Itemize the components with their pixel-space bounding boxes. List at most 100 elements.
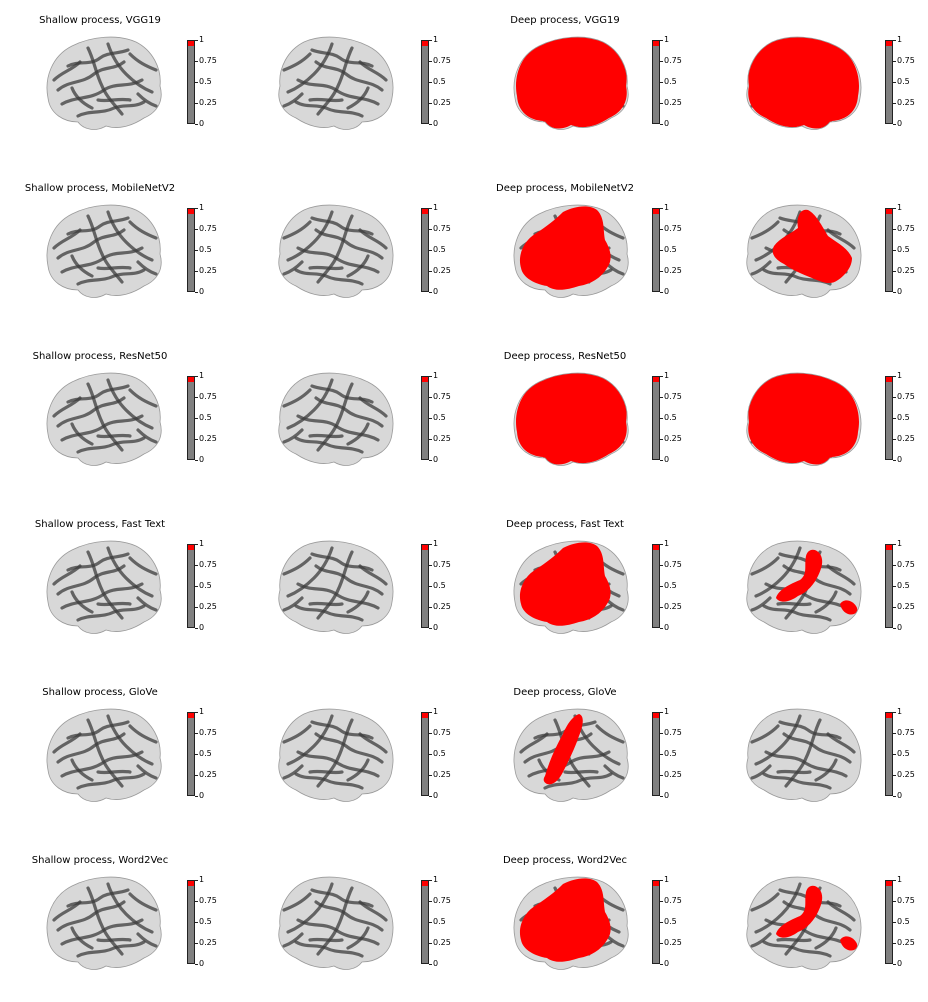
sulci-pattern (52, 882, 158, 958)
colorbar-tick-label: 0 (194, 287, 205, 296)
sulci-pattern (282, 378, 388, 454)
colorbar-tick-label: 1 (892, 875, 903, 884)
colorbar-tick-label: 0.5 (195, 749, 212, 758)
colorbar-tick-label: 0.5 (660, 413, 677, 422)
cortex-outline (46, 36, 162, 130)
colorbar-tick-label: 0 (194, 791, 205, 800)
colorbar-tick-label: 1 (194, 371, 205, 380)
colorbar-tick-label: 1 (194, 539, 205, 548)
significance-overlay (543, 714, 583, 785)
colorbar-max-segment (886, 545, 892, 550)
cortex-outline (46, 540, 162, 634)
cortex-outline (278, 876, 394, 970)
brain-deep-left-row3 (513, 372, 629, 466)
colorbar-tick-label: 1 (194, 707, 205, 716)
colorbar-tick-label: 0.75 (195, 56, 217, 65)
significance-overlay (519, 542, 611, 626)
colorbar (885, 208, 893, 292)
cortex-outline (746, 708, 862, 802)
sulci-pattern (282, 714, 388, 790)
cortex-outline (513, 876, 629, 970)
colorbar-tick-label: 1 (194, 35, 205, 44)
brain-shallow-right-row3 (278, 372, 394, 466)
sulci-pattern (750, 714, 856, 790)
colorbar-tick-label: 1 (659, 35, 670, 44)
colorbar (421, 544, 429, 628)
colorbar-tick-label: 1 (428, 35, 439, 44)
sulci-pattern (282, 882, 388, 958)
colorbar-tick-label: 0.75 (195, 896, 217, 905)
significance-overlay (776, 885, 858, 951)
cortex-outline (513, 204, 629, 298)
colorbar-max-segment (188, 377, 194, 382)
colorbar-tick-label: 0.75 (429, 896, 451, 905)
colorbar (421, 880, 429, 964)
cortex-outline (513, 708, 629, 802)
brain-deep-right-row1 (746, 36, 862, 130)
colorbar-tick-label: 0.75 (893, 56, 915, 65)
colorbar-tick-label: 0.5 (893, 413, 910, 422)
significance-overlay (516, 373, 627, 465)
colorbar-tick-label: 0.25 (195, 98, 217, 107)
colorbar-tick-label: 0.25 (660, 266, 682, 275)
colorbar (885, 40, 893, 124)
colorbar-tick-label: 0.5 (893, 77, 910, 86)
brain-deep-left-row5 (513, 708, 629, 802)
colorbar-tick-label: 0.5 (660, 245, 677, 254)
sulci-pattern (52, 210, 158, 286)
colorbar-tick-label: 0.25 (429, 770, 451, 779)
colorbar-tick-label: 0 (194, 119, 205, 128)
colorbar-tick-label: 0 (428, 959, 439, 968)
cortex-outline (746, 372, 862, 466)
colorbar-tick-label: 0 (659, 623, 670, 632)
colorbar-tick-label: 0.75 (893, 392, 915, 401)
colorbar-max-segment (886, 41, 892, 46)
colorbar-tick-label: 1 (194, 203, 205, 212)
colorbar-tick-label: 0.75 (429, 560, 451, 569)
colorbar-tick-label: 0.25 (429, 266, 451, 275)
significant-region (840, 936, 858, 951)
brain-deep-left-row6 (513, 876, 629, 970)
colorbar-max-segment (422, 41, 428, 46)
colorbar-tick-label: 0.75 (660, 56, 682, 65)
colorbar-max-segment (886, 377, 892, 382)
colorbar-tick-label: 0.75 (195, 224, 217, 233)
colorbar-tick-label: 0 (892, 455, 903, 464)
colorbar-tick-label: 0.75 (660, 896, 682, 905)
brain-deep-right-row5 (746, 708, 862, 802)
colorbar (187, 208, 195, 292)
cortex-outline (746, 204, 862, 298)
colorbar-max-segment (188, 209, 194, 214)
significant-region (519, 206, 611, 290)
colorbar-tick-label: 0.75 (429, 392, 451, 401)
colorbar-tick-label: 1 (659, 875, 670, 884)
colorbar-max-segment (188, 713, 194, 718)
colorbar-tick-label: 0.25 (893, 602, 915, 611)
colorbar-tick-label: 0 (659, 959, 670, 968)
colorbar (187, 712, 195, 796)
colorbar-tick-label: 0.5 (195, 413, 212, 422)
colorbar-tick-label: 0.25 (660, 98, 682, 107)
significance-overlay (748, 373, 859, 465)
significance-overlay (772, 209, 852, 284)
brain-deep-left-row4 (513, 540, 629, 634)
colorbar-tick-label: 0.75 (195, 392, 217, 401)
colorbar-max-segment (188, 41, 194, 46)
brain-shallow-right-row1 (278, 36, 394, 130)
significance-overlay (519, 878, 611, 962)
colorbar (652, 544, 660, 628)
colorbar-tick-label: 0 (892, 791, 903, 800)
colorbar-tick-label: 0.75 (195, 728, 217, 737)
brain-deep-right-row3 (746, 372, 862, 466)
colorbar-max-segment (188, 545, 194, 550)
significant-region (516, 37, 627, 129)
colorbar-tick-label: 1 (428, 707, 439, 716)
colorbar-tick-label: 1 (892, 203, 903, 212)
colorbar-tick-label: 0.25 (195, 770, 217, 779)
colorbar (187, 40, 195, 124)
colorbar-tick-label: 0.75 (660, 728, 682, 737)
panel-title-deep: Deep process, Word2Vec (502, 855, 628, 866)
colorbar-tick-label: 0.25 (195, 434, 217, 443)
panel-title-shallow: Shallow process, VGG19 (39, 15, 161, 26)
